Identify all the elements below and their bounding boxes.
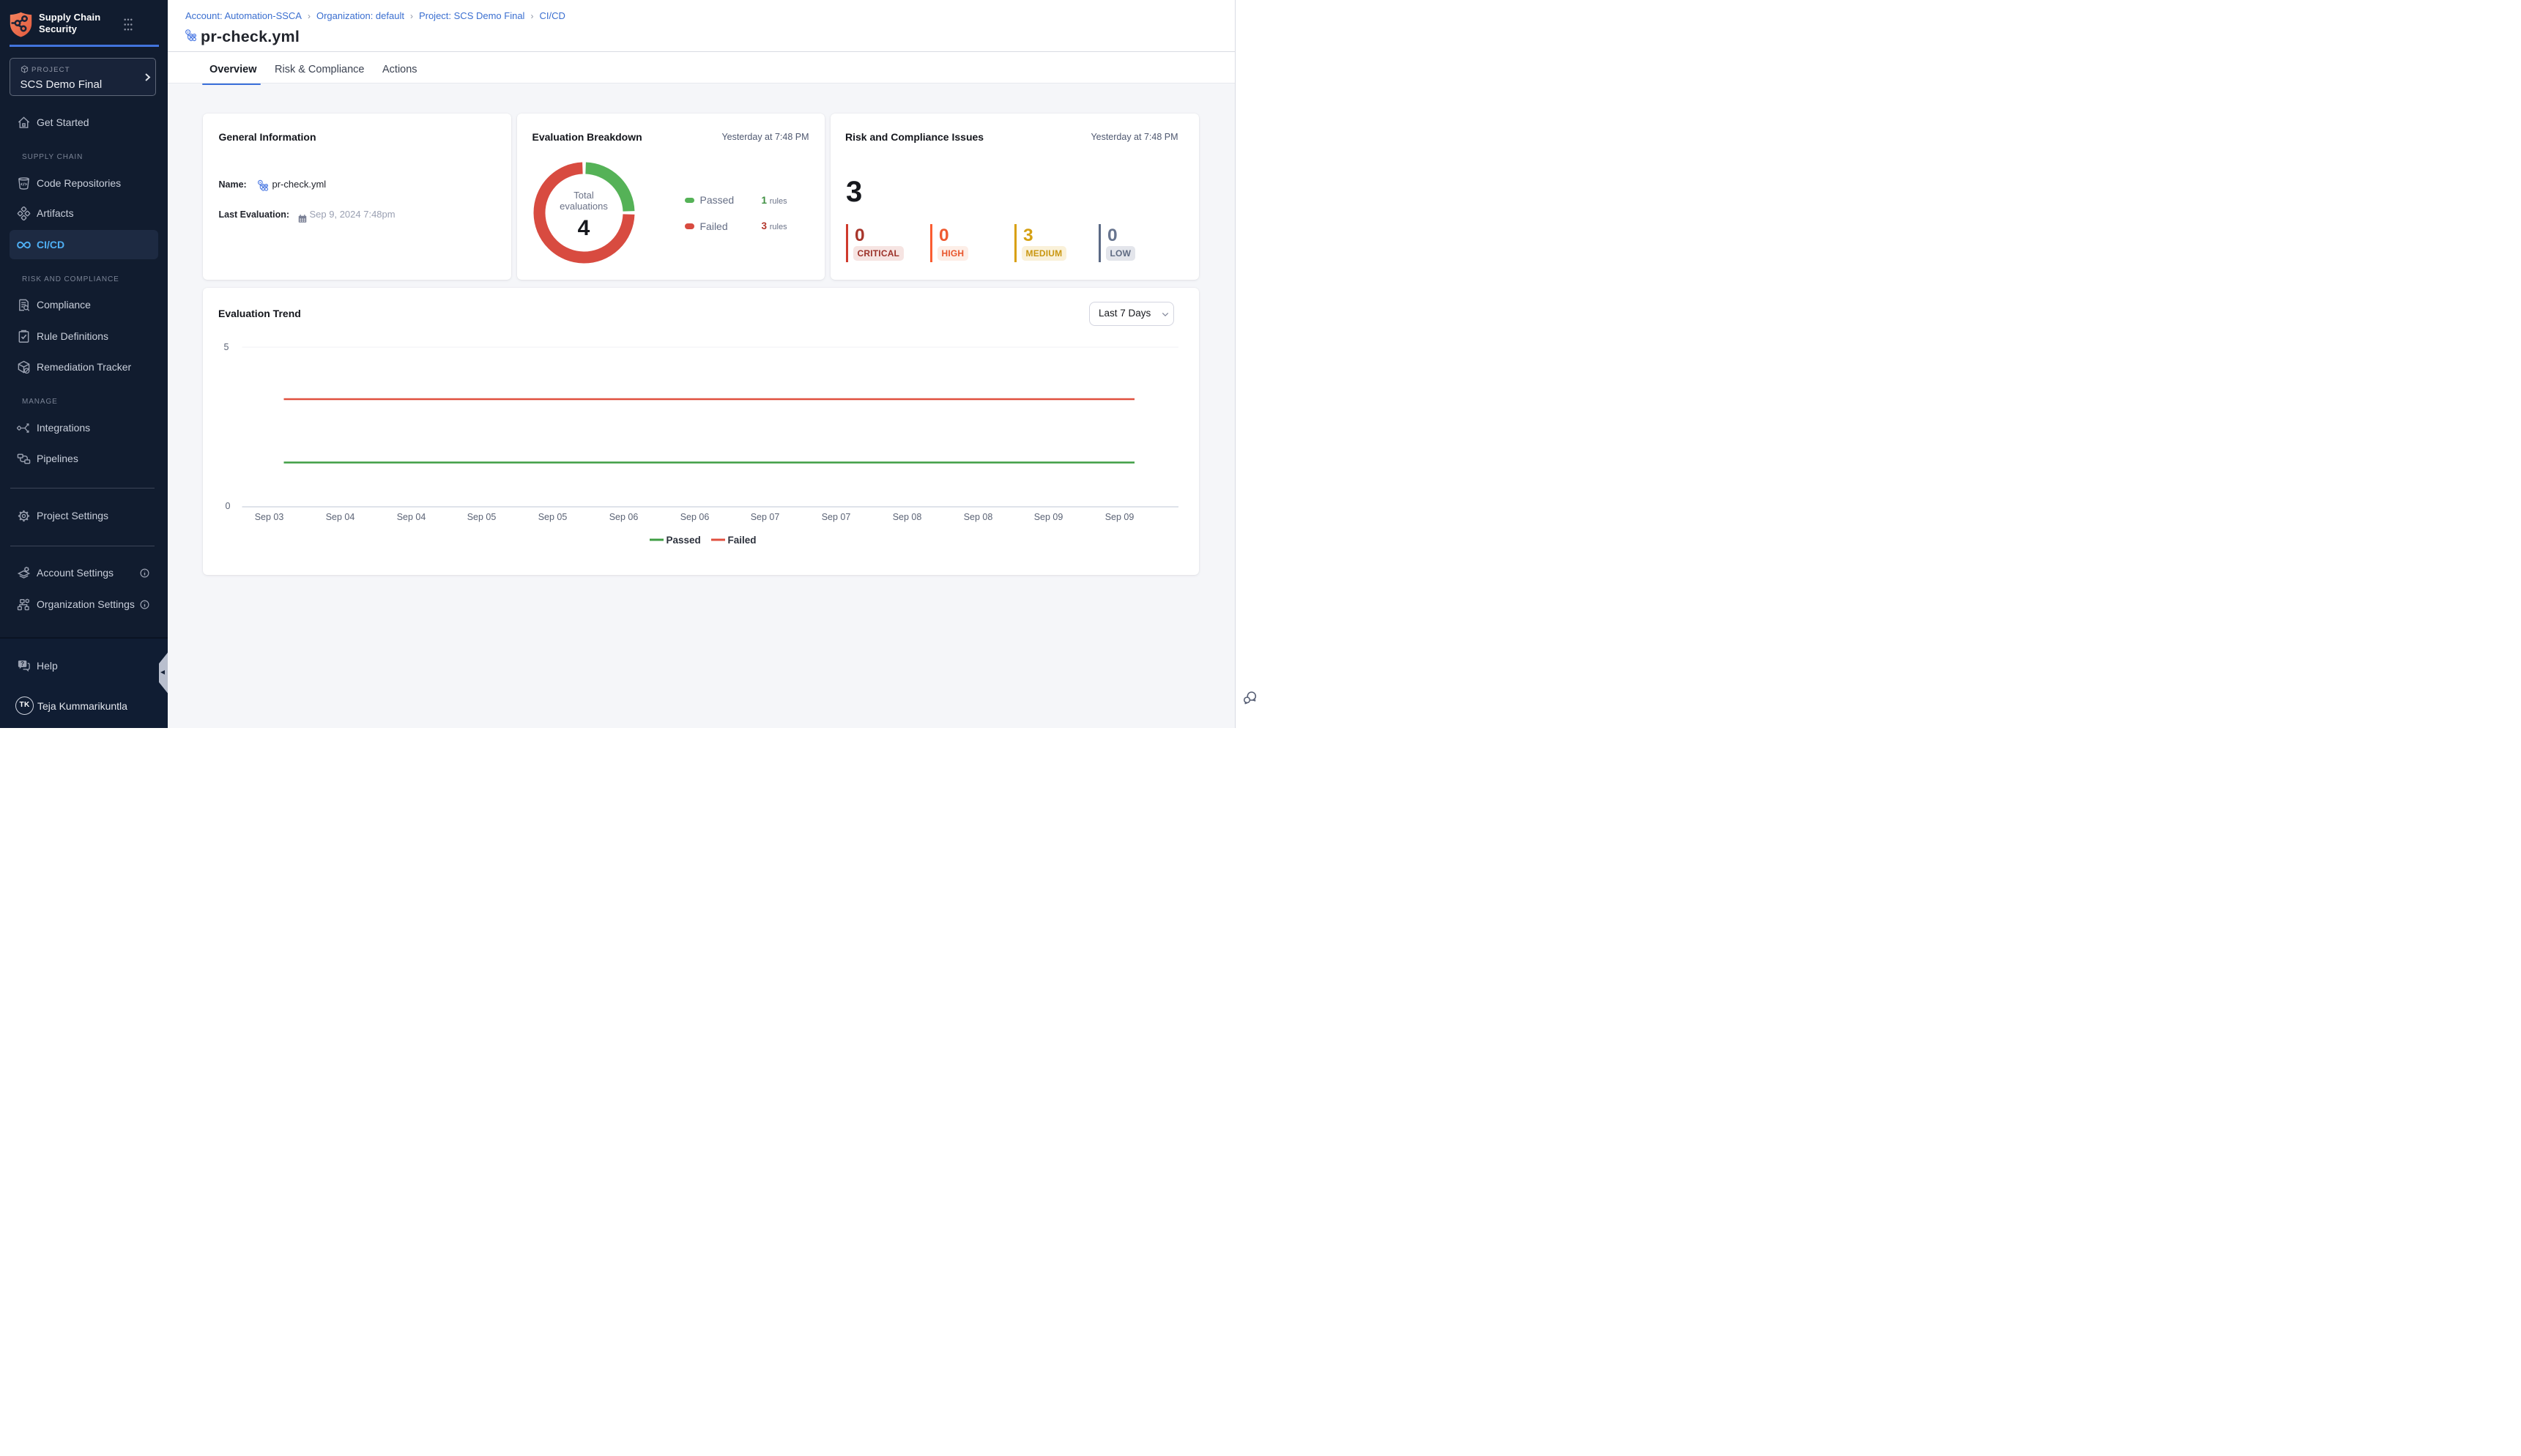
svg-text:?: ?: [21, 661, 24, 667]
